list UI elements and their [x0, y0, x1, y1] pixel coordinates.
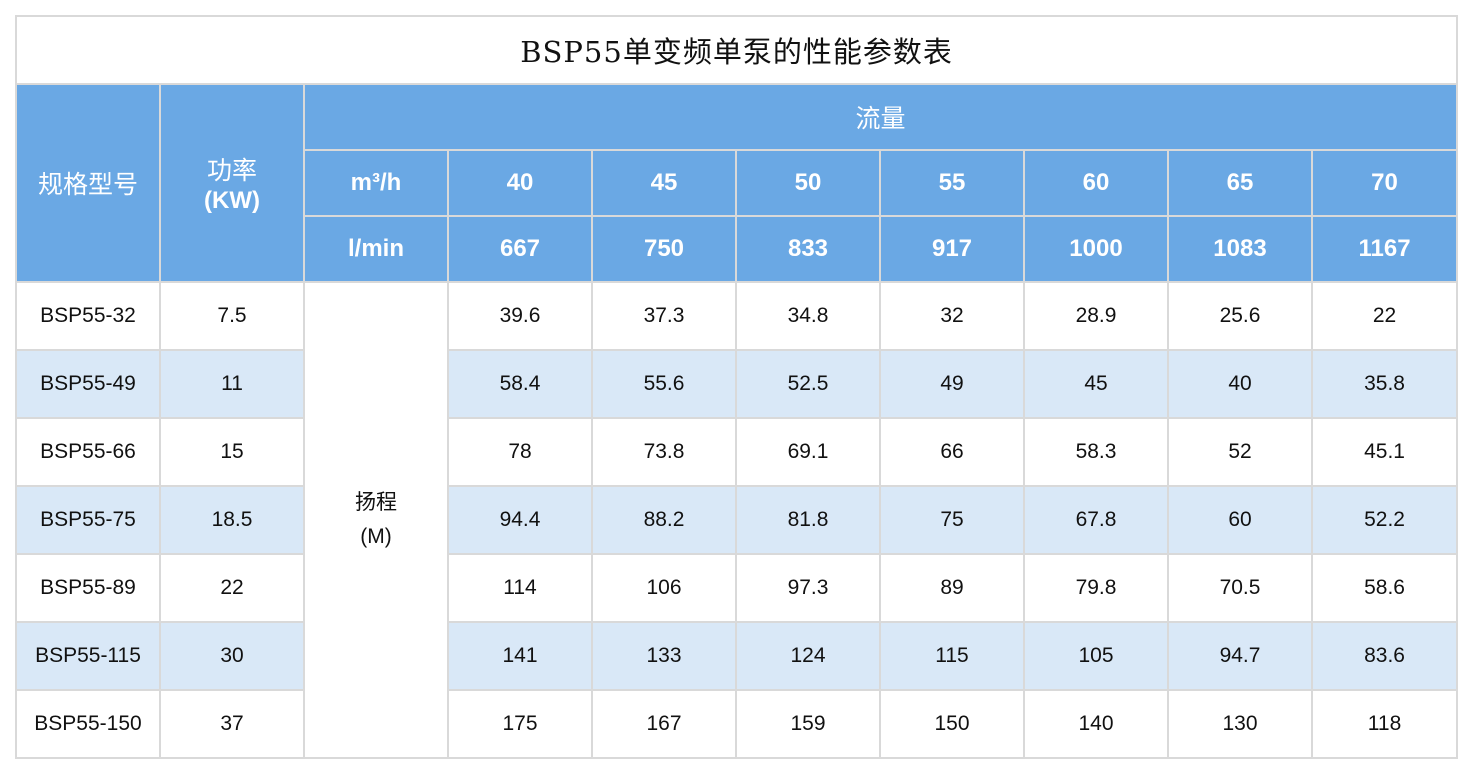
head-value-cell: 89 [879, 553, 1025, 623]
head-value-cell: 28.9 [1023, 281, 1169, 351]
performance-table-container: BSP55单变频单泵的性能参数表 规格型号 功率 (KW) 流量 m³/h 40… [14, 15, 1459, 759]
model-cell: BSP55-66 [15, 417, 161, 487]
head-value-cell: 37.3 [591, 281, 737, 351]
head-value-cell: 25.6 [1167, 281, 1313, 351]
head-value-cell: 52.5 [735, 349, 881, 419]
flow-m3h-cell: 55 [879, 149, 1025, 217]
flow-m3h-cell: 50 [735, 149, 881, 217]
head-value-cell: 159 [735, 689, 881, 759]
head-value-cell: 55.6 [591, 349, 737, 419]
flow-lmin-cell: 750 [591, 215, 737, 283]
head-value-cell: 45.1 [1310, 417, 1459, 487]
head-value-cell: 67.8 [1023, 485, 1169, 555]
header-power: 功率 (KW) [159, 83, 305, 283]
model-cell: BSP55-75 [15, 485, 161, 555]
model-cell: BSP55-32 [15, 281, 161, 351]
header-flow: 流量 [302, 83, 1459, 151]
header-power-unit: (KW) [204, 187, 260, 214]
head-value-cell: 58.3 [1023, 417, 1169, 487]
head-value-cell: 167 [591, 689, 737, 759]
table-row: BSP55-75 18.5 94.4 88.2 81.8 75 67.8 60 … [15, 485, 1459, 555]
flow-lmin-cell: 1000 [1023, 215, 1169, 283]
power-cell: 22 [159, 553, 305, 623]
head-value-cell: 75 [879, 485, 1025, 555]
head-label-cell: 扬程 (M) [303, 281, 449, 759]
table-row: BSP55-115 30 141 133 124 115 105 94.7 83… [15, 621, 1459, 691]
head-value-cell: 81.8 [735, 485, 881, 555]
head-value-cell: 124 [735, 621, 881, 691]
head-value-cell: 106 [591, 553, 737, 623]
head-value-cell: 58.4 [447, 349, 593, 419]
flow-m3h-cell: 65 [1167, 149, 1313, 217]
head-value-cell: 83.6 [1310, 621, 1459, 691]
table-row: BSP55-32 7.5 扬程 (M) 39.6 37.3 34.8 32 28… [15, 281, 1459, 759]
flow-lmin-cell: 667 [447, 215, 593, 283]
flow-lmin-cell: 1167 [1310, 215, 1459, 283]
head-value-cell: 97.3 [735, 553, 881, 623]
head-value-cell: 94.4 [447, 485, 593, 555]
head-value-cell: 40 [1167, 349, 1313, 419]
head-value-cell: 69.1 [735, 417, 881, 487]
head-value-cell: 58.6 [1310, 553, 1459, 623]
flow-m3h-cell: 40 [447, 149, 593, 217]
flow-lmin-cell: 917 [879, 215, 1025, 283]
head-value-cell: 94.7 [1167, 621, 1313, 691]
head-value-cell: 60 [1167, 485, 1313, 555]
power-cell: 11 [159, 349, 305, 419]
model-cell: BSP55-89 [15, 553, 161, 623]
model-cell: BSP55-49 [15, 349, 161, 419]
header-model: 规格型号 [15, 83, 161, 283]
table-row: BSP55-150 37 175 167 159 150 140 130 118 [15, 689, 1459, 759]
model-cell: BSP55-115 [15, 621, 161, 691]
head-value-cell: 78 [447, 417, 593, 487]
head-value-cell: 133 [591, 621, 737, 691]
head-value-cell: 73.8 [591, 417, 737, 487]
head-value-cell: 118 [1310, 689, 1459, 759]
power-cell: 18.5 [159, 485, 305, 555]
head-unit: (M) [360, 525, 392, 548]
head-value-cell: 175 [447, 689, 593, 759]
head-value-cell: 70.5 [1167, 553, 1313, 623]
flow-lmin-cell: 1083 [1167, 215, 1313, 283]
table-row: BSP55-49 11 58.4 55.6 52.5 49 45 40 35.8 [15, 349, 1459, 419]
head-value-cell: 52.2 [1310, 485, 1459, 555]
head-value-cell: 52 [1167, 417, 1313, 487]
head-value-cell: 130 [1167, 689, 1313, 759]
flow-lmin-cell: 833 [735, 215, 881, 283]
head-value-cell: 115 [879, 621, 1025, 691]
power-cell: 37 [159, 689, 305, 759]
flow-m3h-cell: 60 [1023, 149, 1169, 217]
head-label: 扬程 [355, 491, 397, 514]
head-value-cell: 49 [879, 349, 1025, 419]
power-cell: 15 [159, 417, 305, 487]
table-title: BSP55单变频单泵的性能参数表 [14, 15, 1459, 85]
power-cell: 30 [159, 621, 305, 691]
model-cell: BSP55-150 [15, 689, 161, 759]
head-value-cell: 32 [879, 281, 1025, 351]
head-value-cell: 35.8 [1310, 349, 1459, 419]
head-value-cell: 105 [1023, 621, 1169, 691]
header-power-label: 功率 [206, 156, 257, 185]
header-unit-lmin: l/min [303, 215, 449, 283]
head-value-cell: 141 [447, 621, 593, 691]
table-row: BSP55-66 15 78 73.8 69.1 66 58.3 52 45.1 [15, 417, 1459, 487]
header-unit-m3h: m³/h [303, 149, 449, 217]
flow-m3h-cell: 70 [1310, 149, 1459, 217]
head-value-cell: 114 [447, 553, 593, 623]
power-cell: 7.5 [159, 281, 305, 351]
head-value-cell: 140 [1023, 689, 1169, 759]
head-value-cell: 22 [1310, 281, 1459, 351]
table-row: BSP55-89 22 114 106 97.3 89 79.8 70.5 58… [15, 553, 1459, 623]
head-value-cell: 34.8 [735, 281, 881, 351]
head-value-cell: 88.2 [591, 485, 737, 555]
head-value-cell: 39.6 [447, 281, 593, 351]
flow-m3h-cell: 45 [591, 149, 737, 217]
head-value-cell: 66 [879, 417, 1025, 487]
head-value-cell: 79.8 [1023, 553, 1169, 623]
head-value-cell: 150 [879, 689, 1025, 759]
head-value-cell: 45 [1023, 349, 1169, 419]
performance-table: BSP55单变频单泵的性能参数表 规格型号 功率 (KW) 流量 m³/h 40… [14, 15, 1459, 759]
